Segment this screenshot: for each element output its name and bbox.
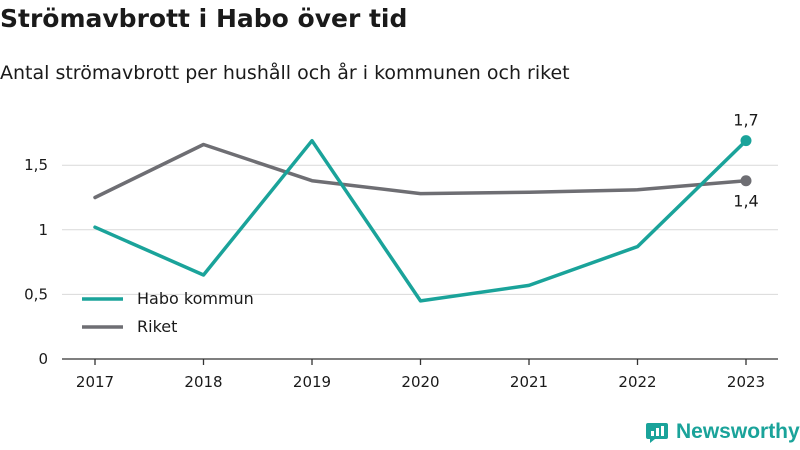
chart-title: Strömavbrott i Habo över tid [0, 4, 408, 33]
x-tick-label: 2018 [184, 373, 222, 391]
legend-label: Riket [137, 317, 177, 336]
x-tick-label: 2020 [401, 373, 439, 391]
end-point-habo-kommun [740, 135, 752, 147]
x-tick-label: 2019 [293, 373, 331, 391]
series-line-habo-kommun [93, 138, 748, 303]
y-tick-label: 0,5 [24, 285, 48, 303]
x-tick-label: 2023 [727, 373, 765, 391]
chart-subtitle: Antal strömavbrott per hushåll och år i … [0, 62, 570, 84]
y-tick-label: 1,5 [24, 156, 48, 174]
y-tick-label: 1 [38, 221, 48, 239]
legend-label: Habo kommun [137, 289, 254, 308]
x-tick-label: 2017 [76, 373, 114, 391]
x-tick-label: 2021 [510, 373, 548, 391]
data-label-habo-kommun: 1,7 [733, 111, 758, 130]
data-label-riket: 1,4 [733, 192, 758, 211]
series-line-riket [93, 142, 748, 200]
end-point-riket [740, 175, 752, 187]
newsworthy-icon [646, 423, 668, 443]
y-tick-label: 0 [38, 350, 48, 368]
newsworthy-logo: Newsworthy [645, 420, 800, 444]
x-tick-label: 2022 [618, 373, 656, 391]
brand-name: Newsworthy [676, 420, 800, 443]
